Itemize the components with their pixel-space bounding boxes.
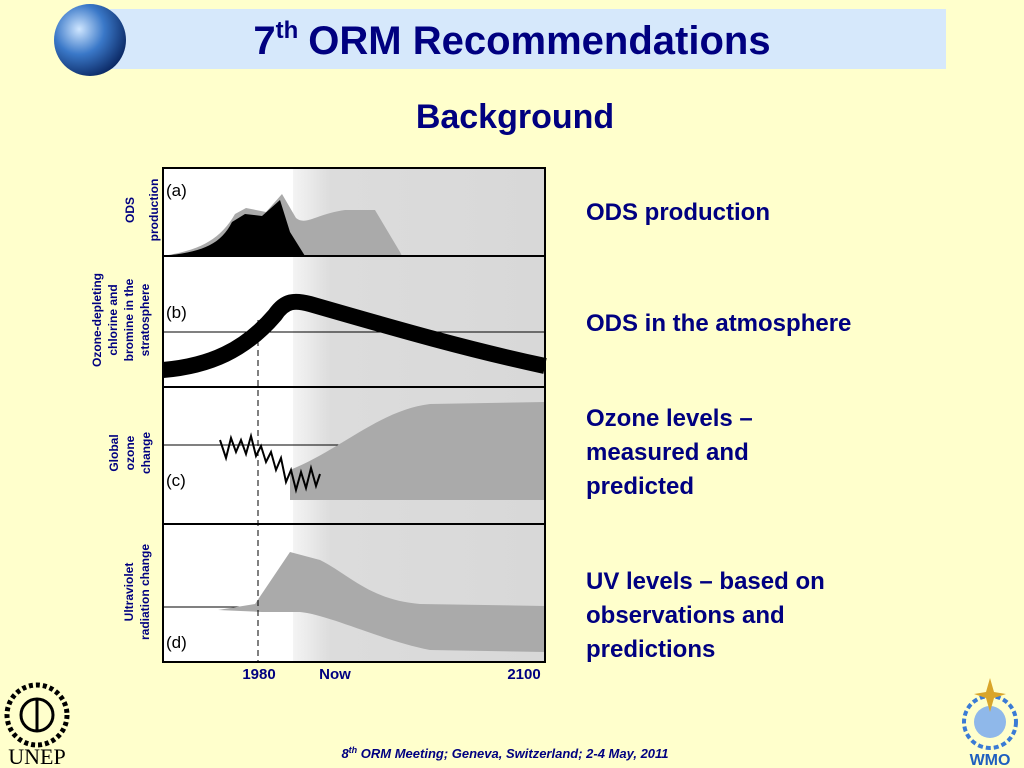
axis-label-line: Ozone-depleting [90,273,104,367]
footer-rest: ORM Meeting; Geneva, Switzerland; 2-4 Ma… [357,746,668,761]
list-item: Ozone levels – measured and predicted [586,405,753,500]
ozone-measured [219,432,321,494]
globe [54,4,126,76]
axis-label: Global ozone change [107,432,153,474]
axis-label-line: radiation change [138,544,152,640]
list-item: UV levels – based on observations and pr… [586,568,825,663]
ods-band [162,293,547,378]
wmo-label: WMO [970,752,1011,768]
list-item: ODS in the atmosphere [586,310,852,337]
title-sup: th [276,17,299,44]
axis-label: Ultraviolet radiation change [122,544,152,640]
title-rest: ORM Recommendations [308,19,770,63]
x-label: 2100 [507,666,540,683]
axis-label-line: Ultraviolet [122,563,136,622]
axis-label: Ozone-depleting chlorine and bromine in th… [90,273,152,367]
title-number: 7 [253,19,275,63]
panel-tag: (a) [166,181,187,200]
title-banner [110,9,946,69]
footer-number: 8 [341,746,349,761]
list-item: ODS production [586,199,770,226]
axis-label-line: chlorine and [106,284,120,355]
panel-tag: (d) [166,633,187,652]
ozone-band [290,402,545,500]
x-label: 1980 [242,666,275,683]
footer-sup: th [349,745,358,755]
axis-label-line: ODS [123,197,137,223]
unep-logo: UNEP [4,682,70,768]
unep-label: UNEP [8,744,65,768]
axis-label-line: change [139,432,153,474]
wmo-logo: WMO [962,678,1018,768]
footer: 8th ORM Meeting; Geneva, Switzerland; 2-… [341,745,668,761]
panel-tag: (b) [166,303,187,322]
subtitle: Background [416,98,614,136]
title: 7th ORM Recommendations [253,17,770,63]
axis-label: ODS production [123,179,161,242]
plot-frame [162,167,546,663]
panel-tag: (c) [166,471,186,490]
axis-label-line: production [147,179,161,242]
production-measured [163,200,305,256]
uv-band [218,552,545,652]
axis-label-line: Global [107,434,121,471]
axis-label-line: bromine in the [122,278,136,361]
figure: (a) (b) (c) (d) ODS production Ozone-depl… [90,167,547,683]
axis-label-line: stratosphere [138,283,152,356]
axis-label-line: ozone [123,435,137,470]
x-label: Now [319,666,351,683]
